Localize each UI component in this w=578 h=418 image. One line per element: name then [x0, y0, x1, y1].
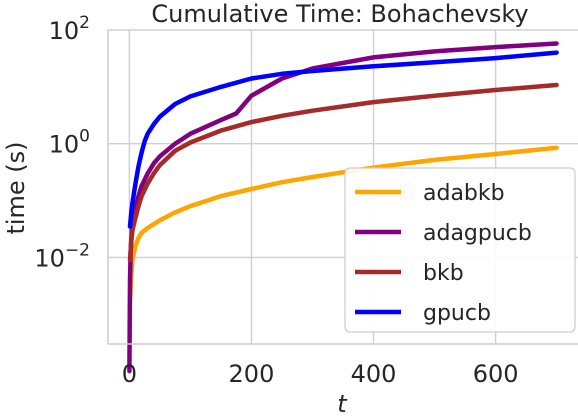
frame-layer	[107, 30, 578, 345]
legend: adabkb adagpucb bkb gpucb	[344, 167, 576, 333]
y-tick-label: 100	[49, 127, 90, 159]
series-line-adabkb	[127, 145, 559, 304]
legend-label-bkb: bkb	[423, 261, 464, 286]
y-axis-title: time (s)	[2, 141, 30, 234]
chart-title: Cumulative Time: Bohachevsky	[151, 0, 528, 28]
series-layer	[127, 41, 559, 374]
tick-layer: 0 200 400 600 10−2 100 102	[34, 13, 518, 388]
y-tick-label: 10−2	[34, 240, 90, 272]
x-axis-title: t	[337, 390, 348, 418]
legend-label-adagpucb: adagpucb	[423, 221, 532, 246]
x-tick-label: 0	[122, 360, 137, 388]
legend-label-gpucb: gpucb	[423, 301, 491, 326]
y-tick-label: 102	[49, 13, 90, 45]
legend-label-adabkb: adabkb	[423, 181, 505, 206]
x-tick-label: 600	[473, 360, 519, 388]
x-tick-label: 200	[229, 360, 275, 388]
x-tick-label: 400	[351, 360, 397, 388]
series-line-bkb	[127, 82, 559, 263]
series-line-gpucb	[127, 50, 559, 229]
legend-box	[344, 167, 576, 333]
